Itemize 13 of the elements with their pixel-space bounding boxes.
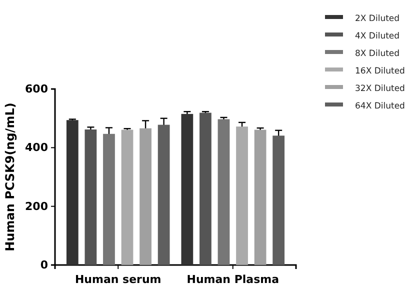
legend-label: 32X Diluted	[355, 84, 405, 94]
y-tick-label: 600	[25, 82, 48, 96]
legend-label: 4X Diluted	[355, 32, 400, 42]
legend-label: 64X Diluted	[355, 102, 405, 112]
legend-label: 2X Diluted	[355, 14, 400, 24]
y-axis-title: Human PCSK9(ng/mL)	[3, 102, 17, 252]
x-tick-label: Human serum	[74, 273, 162, 286]
y-tick-label: 200	[25, 200, 48, 213]
legend-label: 16X Diluted	[355, 66, 405, 76]
y-tick-label: 0	[40, 258, 48, 272]
y-tick-label: 400	[25, 141, 48, 154]
x-tick-label: Human Plasma	[186, 273, 280, 286]
legend-label: 8X Diluted	[355, 49, 400, 59]
